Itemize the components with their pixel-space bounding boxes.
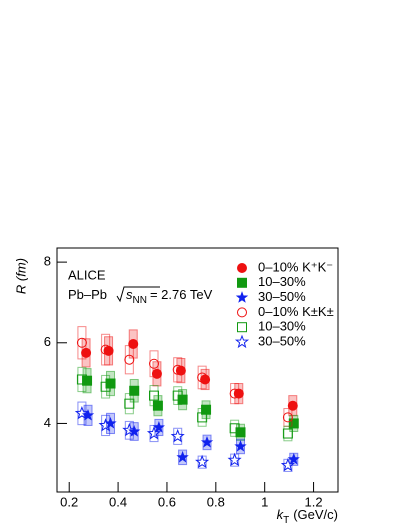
data-point bbox=[234, 439, 247, 452]
data-point bbox=[176, 450, 189, 463]
legend-label: 10–30% bbox=[258, 274, 306, 289]
data-point bbox=[200, 435, 214, 448]
x-label-unit: (GeV/c) bbox=[293, 507, 338, 522]
energy-label: sNN = 2.76 TeV bbox=[126, 287, 213, 305]
x-axis-label: kT (GeV/c) bbox=[277, 507, 338, 525]
data-point bbox=[124, 398, 135, 409]
data-point bbox=[149, 358, 160, 369]
data-point bbox=[172, 390, 183, 401]
y-tick-label: 6 bbox=[44, 334, 51, 349]
x-label-subscript: T bbox=[283, 515, 289, 526]
data-point bbox=[229, 388, 240, 399]
data-point bbox=[100, 381, 111, 392]
data-point bbox=[151, 368, 162, 379]
data-point bbox=[146, 426, 162, 440]
x-tick-label: 0.2 bbox=[60, 494, 78, 509]
legend-marker bbox=[237, 322, 247, 333]
data-point bbox=[175, 365, 186, 376]
x-tick-label: 0.6 bbox=[158, 494, 176, 509]
y-axis-label: R (fm) bbox=[13, 258, 28, 294]
data-point bbox=[128, 425, 141, 437]
data-point bbox=[74, 406, 89, 420]
plot-frame bbox=[56, 247, 339, 493]
legend-label: 30–50% bbox=[258, 333, 306, 348]
experiment-label: ALICE bbox=[68, 267, 106, 282]
data-point bbox=[287, 400, 298, 411]
legend-label: 30–50% bbox=[258, 289, 306, 304]
energy-subscript: NN bbox=[133, 295, 147, 306]
x-label-symbol: k bbox=[277, 507, 285, 522]
data-point bbox=[98, 418, 113, 432]
system: Pb–Pb bbox=[68, 287, 107, 302]
data-point bbox=[227, 452, 242, 467]
data-point bbox=[197, 412, 208, 423]
data-point bbox=[100, 344, 111, 355]
data-point bbox=[172, 364, 183, 375]
data-point bbox=[287, 452, 300, 465]
data-point bbox=[197, 372, 208, 383]
energy-symbol: s bbox=[126, 287, 133, 302]
x-tick-label: 1.2 bbox=[305, 494, 323, 509]
data-point bbox=[76, 337, 87, 348]
data-point bbox=[170, 428, 185, 443]
data-point bbox=[288, 418, 299, 429]
sqrt-sign bbox=[116, 286, 160, 303]
data-point bbox=[129, 385, 140, 396]
data-point bbox=[195, 454, 210, 469]
legend-label: 10–30% bbox=[258, 319, 306, 334]
x-tick-label: 0.8 bbox=[207, 494, 225, 509]
system-label: Pb–Pb bbox=[68, 287, 107, 302]
data-point bbox=[76, 374, 87, 385]
data-point bbox=[282, 412, 293, 423]
data-point bbox=[229, 423, 240, 434]
data-point bbox=[200, 374, 211, 385]
legend-marker bbox=[237, 277, 247, 288]
legend-marker bbox=[234, 334, 250, 349]
y-tick-label: 8 bbox=[44, 254, 51, 269]
data-point bbox=[122, 422, 137, 437]
data-point bbox=[124, 354, 135, 365]
x-tick-label: 0.4 bbox=[109, 494, 127, 509]
energy-value: = 2.76 TeV bbox=[150, 287, 213, 302]
data-point bbox=[149, 390, 160, 401]
legend-marker bbox=[237, 263, 247, 273]
legend-label: 0–10% K±K± bbox=[258, 304, 334, 319]
legend-marker bbox=[237, 307, 247, 318]
legend-label: 0–10% K⁺K⁻ bbox=[258, 259, 333, 274]
data-point bbox=[280, 458, 295, 472]
data-point bbox=[282, 428, 293, 439]
y-tick-label: 4 bbox=[44, 415, 51, 430]
x-tick-label: 1 bbox=[261, 494, 268, 509]
legend-marker bbox=[235, 291, 249, 303]
data-point bbox=[82, 375, 93, 386]
